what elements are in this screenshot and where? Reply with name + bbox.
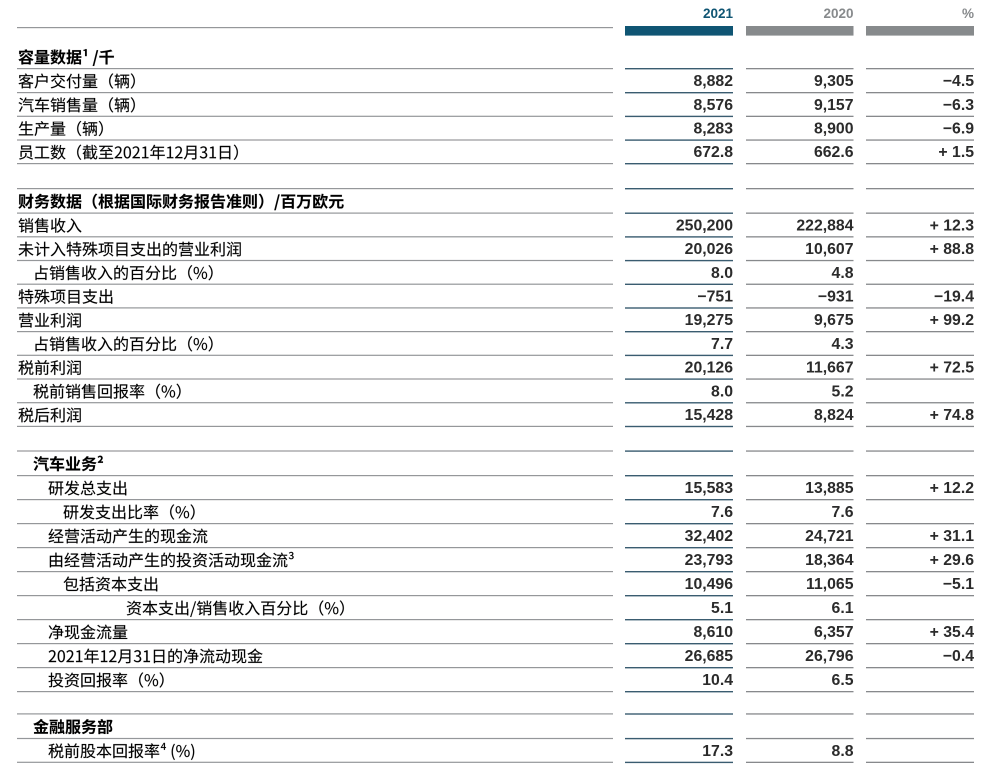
svg-text:672.8: 672.8: [693, 144, 733, 161]
svg-text:8.0: 8.0: [711, 265, 733, 282]
svg-text:5.1: 5.1: [711, 600, 733, 617]
svg-text:7.6: 7.6: [832, 504, 854, 521]
svg-text:17.3: 17.3: [702, 743, 733, 760]
svg-text:23,793: 23,793: [685, 552, 734, 569]
svg-text:6,357: 6,357: [814, 624, 854, 641]
svg-text:+ 1.5: + 1.5: [938, 144, 974, 161]
svg-text:−19.4: −19.4: [934, 289, 974, 306]
svg-text:8.0: 8.0: [711, 383, 733, 400]
svg-text:8,283: 8,283: [693, 121, 733, 138]
svg-text:7.7: 7.7: [711, 336, 733, 353]
svg-text:+ 99.2: + 99.2: [930, 312, 975, 329]
svg-text:−6.9: −6.9: [943, 121, 974, 138]
svg-text:9,675: 9,675: [814, 312, 854, 329]
svg-text:26,796: 26,796: [805, 648, 854, 665]
svg-text:18,364: 18,364: [805, 552, 854, 569]
svg-text:9,157: 9,157: [814, 97, 854, 114]
svg-text:10.4: 10.4: [702, 672, 733, 689]
svg-text:+ 31.1: + 31.1: [930, 528, 975, 545]
svg-text:−931: −931: [818, 289, 854, 306]
svg-text:10,607: 10,607: [805, 241, 854, 258]
svg-text:8,900: 8,900: [814, 121, 854, 138]
svg-text:6.1: 6.1: [832, 600, 854, 617]
svg-text:20,126: 20,126: [685, 360, 734, 377]
svg-text:+ 12.3: + 12.3: [930, 217, 975, 234]
svg-text:662.6: 662.6: [814, 144, 854, 161]
svg-text:−0.4: −0.4: [943, 648, 974, 665]
svg-text:32,402: 32,402: [685, 528, 734, 545]
svg-text:8.8: 8.8: [832, 743, 854, 760]
svg-text:11,667: 11,667: [806, 360, 854, 377]
svg-text:7.6: 7.6: [711, 504, 733, 521]
svg-text:5.2: 5.2: [832, 383, 854, 400]
svg-text:2020: 2020: [823, 6, 853, 21]
svg-text:11,065: 11,065: [806, 576, 854, 593]
svg-text:2021: 2021: [703, 6, 734, 21]
svg-text:20,026: 20,026: [685, 241, 734, 258]
svg-text:+ 35.4: + 35.4: [930, 624, 975, 641]
svg-text:4.8: 4.8: [832, 265, 854, 282]
svg-text:−5.1: −5.1: [943, 576, 974, 593]
svg-text:−4.5: −4.5: [943, 73, 974, 90]
svg-text:19,275: 19,275: [685, 312, 734, 329]
svg-text:9,305: 9,305: [814, 73, 854, 90]
svg-text:26,685: 26,685: [685, 648, 734, 665]
svg-text:222,884: 222,884: [796, 217, 853, 234]
svg-text:+ 29.6: + 29.6: [930, 552, 975, 569]
svg-text:%: %: [962, 6, 974, 21]
svg-text:15,583: 15,583: [685, 480, 734, 497]
svg-text:4.3: 4.3: [832, 336, 854, 353]
svg-text:+ 72.5: + 72.5: [930, 360, 975, 377]
svg-text:8,882: 8,882: [693, 73, 733, 90]
svg-text:+ 12.2: + 12.2: [930, 480, 975, 497]
svg-text:250,200: 250,200: [676, 217, 733, 234]
svg-text:8,824: 8,824: [814, 407, 854, 424]
svg-text:24,721: 24,721: [805, 528, 854, 545]
svg-text:−6.3: −6.3: [943, 97, 974, 114]
svg-text:6.5: 6.5: [832, 672, 854, 689]
svg-text:15,428: 15,428: [685, 407, 734, 424]
svg-text:8,610: 8,610: [693, 624, 733, 641]
svg-text:+ 88.8: + 88.8: [930, 241, 975, 258]
svg-text:−751: −751: [697, 289, 733, 306]
svg-text:8,576: 8,576: [693, 97, 733, 114]
svg-text:10,496: 10,496: [685, 576, 734, 593]
svg-text:+ 74.8: + 74.8: [930, 407, 975, 424]
svg-text:13,885: 13,885: [805, 480, 854, 497]
